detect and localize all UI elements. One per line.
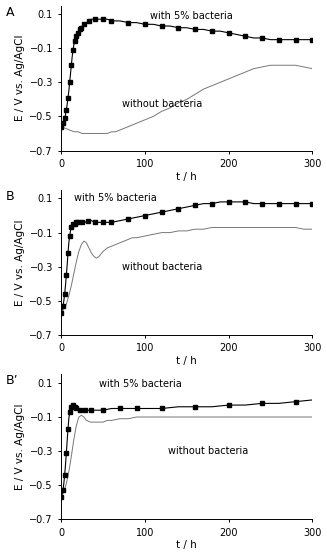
Text: B’: B’ <box>6 374 19 388</box>
Text: with 5% bacteria: with 5% bacteria <box>99 379 182 389</box>
X-axis label: t / h: t / h <box>176 356 197 366</box>
Text: without bacteria: without bacteria <box>122 261 202 271</box>
Y-axis label: E / V vs. Ag/AgCl: E / V vs. Ag/AgCl <box>15 404 25 490</box>
Text: without bacteria: without bacteria <box>122 100 202 110</box>
X-axis label: t / h: t / h <box>176 172 197 182</box>
X-axis label: t / h: t / h <box>176 540 197 550</box>
Text: B: B <box>6 190 15 203</box>
Y-axis label: E / V vs. Ag/AgCl: E / V vs. Ag/AgCl <box>15 35 25 121</box>
Y-axis label: E / V vs. Ag/AgCl: E / V vs. Ag/AgCl <box>15 219 25 306</box>
Text: with 5% bacteria: with 5% bacteria <box>74 193 157 203</box>
Text: without bacteria: without bacteria <box>167 446 248 456</box>
Text: A: A <box>6 6 15 18</box>
Text: with 5% bacteria: with 5% bacteria <box>149 11 232 21</box>
